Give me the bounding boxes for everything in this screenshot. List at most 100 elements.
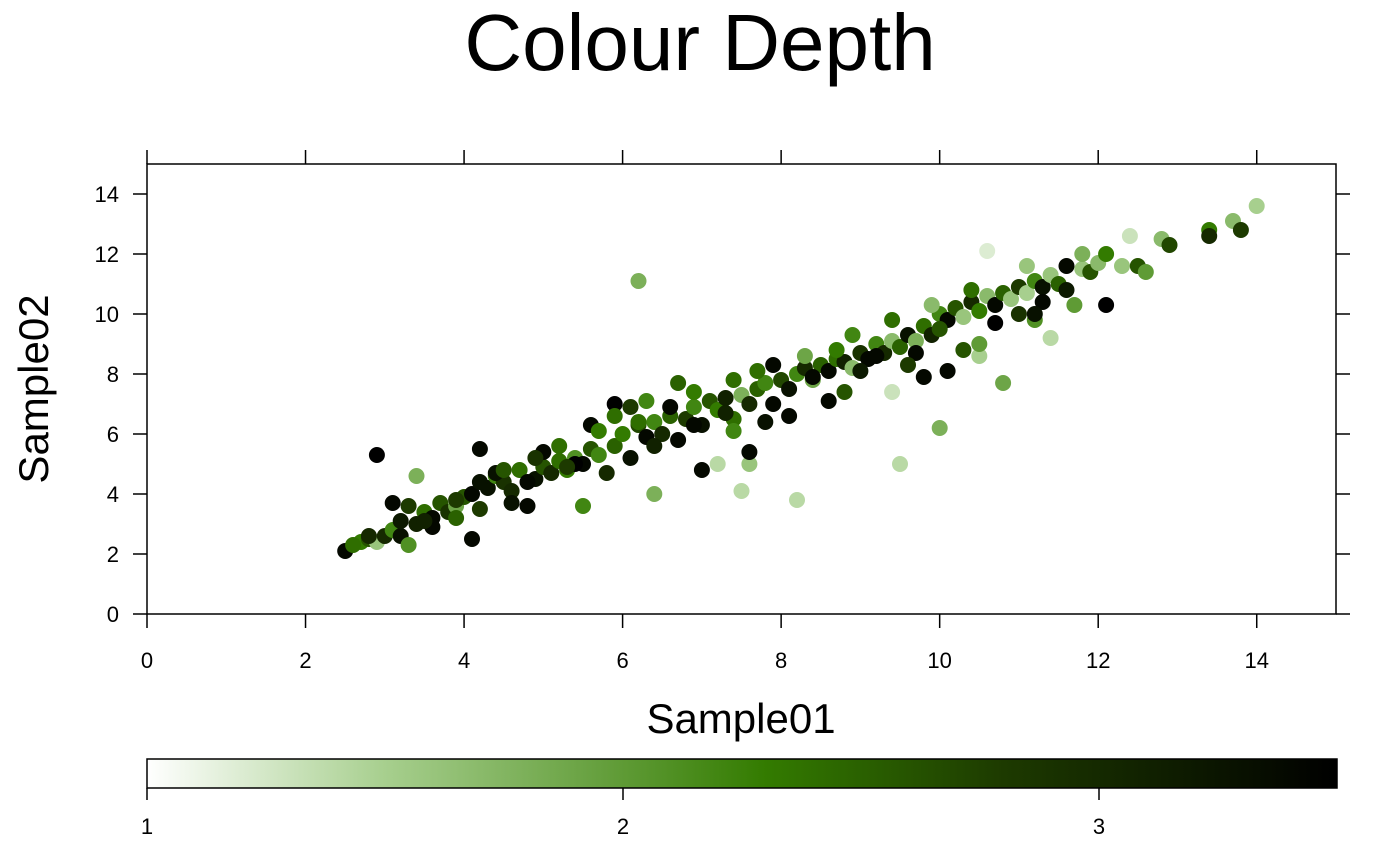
- data-point: [614, 426, 631, 442]
- data-point: [717, 405, 734, 421]
- data-point: [1161, 237, 1178, 253]
- data-point: [884, 384, 901, 400]
- data-point: [448, 492, 465, 508]
- data-point: [820, 363, 837, 379]
- data-point: [622, 450, 639, 466]
- data-point: [638, 393, 655, 409]
- y-tick-label: 10: [95, 302, 119, 327]
- data-point: [955, 309, 972, 325]
- x-tick-label: 4: [458, 648, 470, 673]
- data-point: [971, 336, 988, 352]
- colorbar-tick-label: 3: [1093, 814, 1105, 839]
- data-point: [1232, 222, 1249, 238]
- data-point: [963, 282, 980, 298]
- data-point: [527, 450, 544, 466]
- data-point: [464, 531, 480, 547]
- data-point: [392, 513, 409, 529]
- data-point: [1018, 285, 1035, 301]
- data-point: [464, 486, 480, 502]
- data-point: [416, 513, 433, 529]
- x-tick-label: 12: [1086, 648, 1110, 673]
- data-point: [709, 456, 726, 472]
- data-point: [907, 345, 924, 361]
- data-point: [725, 372, 742, 388]
- data-point: [1018, 258, 1035, 274]
- data-point: [598, 465, 615, 481]
- data-point: [606, 438, 623, 454]
- data-point: [1248, 198, 1265, 214]
- data-point: [1074, 246, 1091, 262]
- data-point: [685, 399, 702, 415]
- data-point: [598, 360, 615, 376]
- data-point: [907, 333, 924, 349]
- colorbar-tick-label: 1: [141, 814, 153, 839]
- data-point: [1058, 282, 1075, 298]
- data-point: [765, 396, 782, 412]
- data-point: [559, 459, 576, 475]
- data-point: [931, 321, 948, 337]
- data-point: [757, 414, 774, 430]
- data-point: [345, 537, 362, 553]
- data-point: [606, 408, 623, 424]
- data-point: [1066, 297, 1083, 313]
- data-point: [471, 441, 488, 457]
- data-point: [646, 414, 663, 430]
- data-point: [915, 369, 932, 385]
- data-point: [519, 474, 536, 490]
- data-point: [693, 462, 710, 478]
- y-tick-label: 6: [107, 422, 119, 447]
- data-point: [971, 303, 988, 319]
- data-point: [955, 342, 972, 358]
- data-point: [1034, 279, 1051, 295]
- data-point: [757, 375, 774, 391]
- data-point: [1026, 306, 1043, 322]
- data-point: [543, 465, 560, 481]
- y-tick-label: 14: [95, 182, 119, 207]
- data-point: [1042, 330, 1059, 346]
- data-point: [503, 495, 520, 511]
- data-point: [1137, 264, 1154, 280]
- x-tick-label: 0: [141, 648, 153, 673]
- data-point: [765, 357, 782, 373]
- y-tick-label: 12: [95, 242, 119, 267]
- chart-title: Colour Depth: [464, 0, 935, 87]
- data-point: [741, 456, 758, 472]
- data-point: [1058, 258, 1075, 274]
- data-point: [670, 375, 687, 391]
- data-point: [590, 447, 607, 463]
- data-point: [400, 537, 417, 553]
- data-point: [971, 348, 988, 364]
- data-point: [741, 444, 758, 460]
- y-tick-label: 2: [107, 542, 119, 567]
- data-point: [725, 423, 742, 439]
- y-tick-label: 8: [107, 362, 119, 387]
- data-point: [448, 510, 465, 526]
- point-layer: [337, 198, 1265, 559]
- x-tick-label: 14: [1244, 648, 1268, 673]
- data-point: [1114, 258, 1130, 274]
- data-point: [654, 426, 671, 442]
- data-point: [551, 438, 568, 454]
- data-point: [408, 468, 425, 484]
- data-point: [1034, 294, 1051, 310]
- data-point: [749, 363, 766, 379]
- y-tick-label: 4: [107, 482, 119, 507]
- data-point: [868, 348, 885, 364]
- data-point: [519, 498, 536, 514]
- data-point: [717, 390, 734, 406]
- colorbar-tick-label: 2: [617, 814, 629, 839]
- data-point: [995, 375, 1012, 391]
- data-point: [471, 474, 488, 490]
- data-point: [495, 462, 512, 478]
- data-point: [575, 498, 591, 514]
- data-point: [852, 363, 869, 379]
- data-point: [828, 342, 845, 358]
- data-point: [400, 498, 417, 514]
- data-point: [836, 384, 853, 400]
- data-point: [733, 483, 750, 499]
- y-tick-label: 0: [107, 602, 119, 627]
- data-point: [662, 399, 679, 415]
- data-point: [646, 438, 663, 454]
- data-point: [630, 414, 647, 430]
- data-point: [503, 483, 520, 499]
